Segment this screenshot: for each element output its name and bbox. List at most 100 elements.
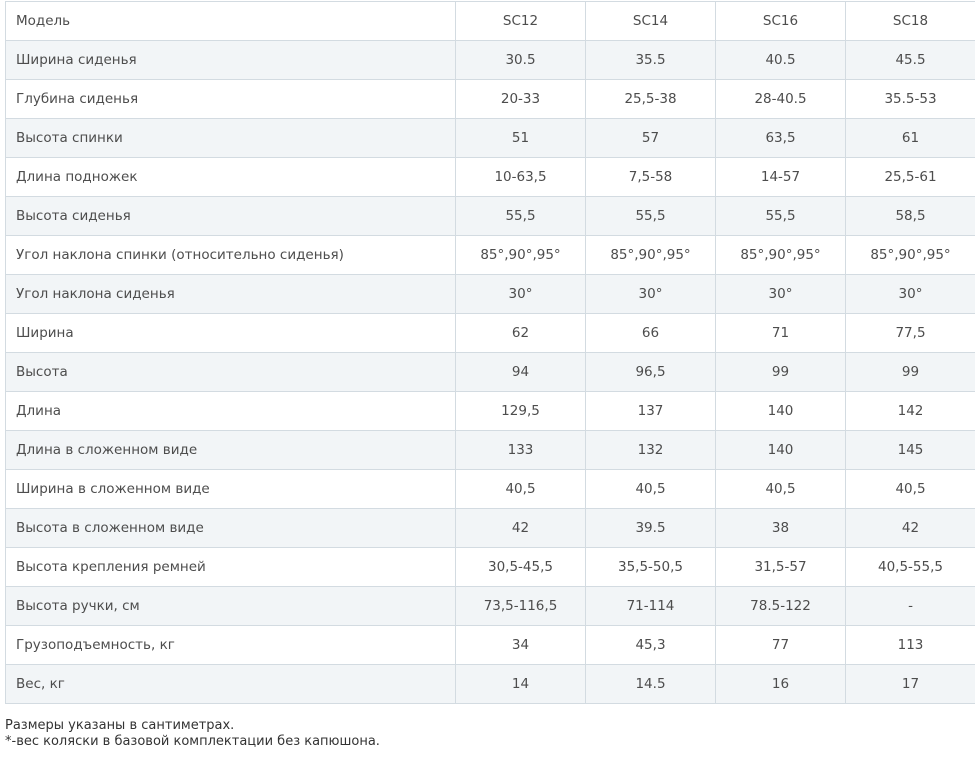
table-cell: 77,5 [845, 313, 975, 353]
row-label: Длина подножек [5, 157, 456, 197]
row-label: Высота крепления ремней [5, 547, 456, 587]
table-cell: 133 [455, 430, 586, 470]
table-cell: 14 [455, 664, 586, 704]
table-header-row: Модель SC12 SC14 SC16 SC18 [5, 1, 975, 41]
row-label: Вес, кг [5, 664, 456, 704]
row-label: Глубина сиденья [5, 79, 456, 119]
table-row: Угол наклона сиденья 30° 30° 30° 30° [5, 274, 975, 314]
table-cell: 40,5 [715, 469, 846, 509]
row-label: Высота [5, 352, 456, 392]
table-cell: 57 [585, 118, 716, 158]
table-row: Вес, кг 14 14.5 16 17 [5, 664, 975, 704]
table-cell: 96,5 [585, 352, 716, 392]
row-label: Высота сиденья [5, 196, 456, 236]
table-cell: 55,5 [585, 196, 716, 236]
table-cell: 137 [585, 391, 716, 431]
table-cell: 35.5 [585, 40, 716, 80]
table-cell: 20-33 [455, 79, 586, 119]
table-cell: 7,5-58 [585, 157, 716, 197]
table-cell: 40,5 [455, 469, 586, 509]
table-cell: 66 [585, 313, 716, 353]
row-label: Угол наклона спинки (относительно сидень… [5, 235, 456, 275]
table-cell: 51 [455, 118, 586, 158]
row-label: Угол наклона сиденья [5, 274, 456, 314]
table-cell: 30° [715, 274, 846, 314]
model-header: SC18 [845, 1, 975, 41]
table-cell: 17 [845, 664, 975, 704]
table-cell: 142 [845, 391, 975, 431]
table-cell: 40,5 [585, 469, 716, 509]
table-cell: 45.5 [845, 40, 975, 80]
table-cell: 14-57 [715, 157, 846, 197]
table-row: Длина 129,5 137 140 142 [5, 391, 975, 431]
specs-table: Модель SC12 SC14 SC16 SC18 Ширина сиденья 30.5… [5, 1, 975, 704]
table-row: Ширина 62 66 71 77,5 [5, 313, 975, 353]
table-cell: 55,5 [715, 196, 846, 236]
row-label: Ширина [5, 313, 456, 353]
table-row: Высота сиденья 55,5 55,5 55,5 58,5 [5, 196, 975, 236]
table-cell: 129,5 [455, 391, 586, 431]
table-cell: 63,5 [715, 118, 846, 158]
table-row: Высота крепления ремней 30,5-45,5 35,5-50,… [5, 547, 975, 587]
table-cell: 35,5-50,5 [585, 547, 716, 587]
table-cell: 30° [455, 274, 586, 314]
table-cell: 78.5-122 [715, 586, 846, 626]
table-cell: 140 [715, 391, 846, 431]
table-cell: 40,5-55,5 [845, 547, 975, 587]
table-cell: 40.5 [715, 40, 846, 80]
table-row: Высота ручки, см 73,5-116,5 71-114 78.5-122… [5, 586, 975, 626]
table-cell: 99 [715, 352, 846, 392]
table-row: Грузоподъемность, кг 34 45,3 77 113 [5, 625, 975, 665]
row-label: Высота в сложенном виде [5, 508, 456, 548]
table-cell: 16 [715, 664, 846, 704]
table-cell: 85°,90°,95° [845, 235, 975, 275]
row-label: Ширина сиденья [5, 40, 456, 80]
table-cell: 140 [715, 430, 846, 470]
table-row: Длина в сложенном виде 133 132 140 145 [5, 430, 975, 470]
table-cell: 40,5 [845, 469, 975, 509]
table-cell: 25,5-38 [585, 79, 716, 119]
table-cell: 94 [455, 352, 586, 392]
table-cell: 58,5 [845, 196, 975, 236]
table-row: Глубина сиденья 20-33 25,5-38 28-40.5 35.5-5… [5, 79, 975, 119]
table-row: Длина подножек 10-63,5 7,5-58 14-57 25,5-61 [5, 157, 975, 197]
note-units: Размеры указаны в сантиметрах. [5, 718, 235, 733]
model-header: SC12 [455, 1, 586, 41]
table-cell: 113 [845, 625, 975, 665]
table-cell: 38 [715, 508, 846, 548]
table-cell: 45,3 [585, 625, 716, 665]
table-cell: 30.5 [455, 40, 586, 80]
table-cell: 85°,90°,95° [715, 235, 846, 275]
table-row: Ширина сиденья 30.5 35.5 40.5 45.5 [5, 40, 975, 80]
table-row: Угол наклона спинки (относительно сидень… [5, 235, 975, 275]
table-cell: 77 [715, 625, 846, 665]
model-header: SC14 [585, 1, 716, 41]
table-cell: 99 [845, 352, 975, 392]
table-cell: 28-40.5 [715, 79, 846, 119]
row-label: Длина в сложенном виде [5, 430, 456, 470]
table-row: Высота спинки 51 57 63,5 61 [5, 118, 975, 158]
table-cell: 132 [585, 430, 716, 470]
table-row: Высота в сложенном виде 42 39.5 38 42 [5, 508, 975, 548]
table-cell: 145 [845, 430, 975, 470]
row-label: Грузоподъемность, кг [5, 625, 456, 665]
table-cell: 30° [845, 274, 975, 314]
row-label: Высота спинки [5, 118, 456, 158]
table-cell: 39.5 [585, 508, 716, 548]
table-cell: 85°,90°,95° [585, 235, 716, 275]
table-cell: 61 [845, 118, 975, 158]
table-cell: 30,5-45,5 [455, 547, 586, 587]
row-label: Высота ручки, см [5, 586, 456, 626]
table-cell: 35.5-53 [845, 79, 975, 119]
header-label: Модель [5, 1, 456, 41]
table-cell: 10-63,5 [455, 157, 586, 197]
table-cell: 25,5-61 [845, 157, 975, 197]
model-header: SC16 [715, 1, 846, 41]
table-cell: 30° [585, 274, 716, 314]
table-cell: 42 [845, 508, 975, 548]
table-cell: 42 [455, 508, 586, 548]
table-cell: 55,5 [455, 196, 586, 236]
table-cell: 31,5-57 [715, 547, 846, 587]
table-cell: 62 [455, 313, 586, 353]
table-row: Ширина в сложенном виде 40,5 40,5 40,5 40,5 [5, 469, 975, 509]
